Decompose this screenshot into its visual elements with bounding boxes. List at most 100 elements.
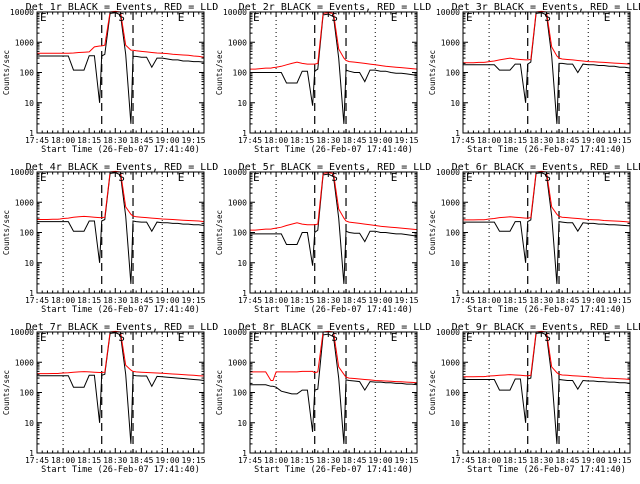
x-tick-label: 19:00 (368, 136, 392, 145)
x-tick-label: 18:15 (503, 136, 527, 145)
chart-title: Det 3r BLACK = Events, RED = LLD (452, 2, 640, 13)
y-tick-label: 10 (24, 419, 34, 428)
region-marker: E (178, 11, 185, 24)
region-marker: E (253, 331, 260, 344)
region-marker: S (331, 171, 338, 184)
region-marker: S (544, 11, 551, 24)
plot-frame (36, 171, 205, 294)
series-line-events (37, 12, 205, 124)
region-marker: E (391, 11, 398, 24)
x-tick-label: 19:15 (395, 136, 419, 145)
x-tick-label: 18:30 (529, 456, 553, 465)
y-tick-label: 100 (446, 69, 461, 78)
series-line-events (37, 332, 205, 444)
x-tick-label: 17:45 (25, 296, 49, 305)
y-tick-label: 100 (20, 69, 35, 78)
x-tick-label: 18:00 (264, 456, 288, 465)
series-line-events (250, 173, 418, 284)
region-marker: E (466, 11, 473, 24)
region-marker: E (604, 171, 611, 184)
x-tick-label: 18:00 (477, 136, 501, 145)
x-tick-label: 17:45 (451, 136, 475, 145)
x-tick-label: 17:45 (451, 296, 475, 305)
x-tick-label: 19:15 (182, 136, 206, 145)
y-tick-label: 100 (446, 229, 461, 238)
x-axis-label: Start Time (26-Feb-07 17:41:40) (41, 305, 200, 315)
y-tick-label: 100 (233, 229, 248, 238)
region-marker: E (604, 331, 611, 344)
x-tick-label: 18:15 (503, 456, 527, 465)
x-tick-label: 18:30 (316, 456, 340, 465)
x-tick-label: 19:15 (608, 456, 632, 465)
chart-panel-8: Det 8r BLACK = Events, RED = LLD 1 10 100 10… (215, 322, 431, 475)
region-marker: E (40, 11, 47, 24)
region-marker: E (253, 11, 260, 24)
y-tick-label: 1 (242, 129, 247, 138)
region-marker: E (466, 171, 473, 184)
x-tick-label: 19:15 (608, 296, 632, 305)
plot-frame (249, 171, 418, 294)
y-tick-label: 10 (450, 99, 460, 108)
y-tick-label: 1000 (15, 198, 34, 207)
x-tick-label: 18:45 (555, 456, 579, 465)
region-marker: E (40, 331, 47, 344)
y-tick-label: 1000 (441, 38, 460, 47)
chart-title: Det 4r BLACK = Events, RED = LLD (26, 162, 219, 173)
y-tick-label: 10 (24, 259, 34, 268)
x-tick-label: 19:00 (581, 136, 605, 145)
y-tick-label: 10 (237, 99, 247, 108)
y-tick-label: 1000 (228, 38, 247, 47)
x-tick-label: 18:15 (77, 456, 101, 465)
region-marker: S (331, 11, 338, 24)
x-tick-label: 17:45 (451, 456, 475, 465)
region-marker: S (544, 331, 551, 344)
region-marker: S (118, 171, 125, 184)
y-tick-label: 1000 (228, 198, 247, 207)
y-tick-label: 10 (237, 419, 247, 428)
x-tick-label: 18:00 (264, 296, 288, 305)
series-line-events (37, 172, 205, 284)
x-tick-label: 19:00 (155, 456, 179, 465)
x-tick-label: 18:30 (103, 296, 127, 305)
x-tick-label: 18:45 (342, 296, 366, 305)
x-tick-label: 18:00 (264, 136, 288, 145)
region-marker: S (118, 331, 125, 344)
chart-title: Det 5r BLACK = Events, RED = LLD (239, 162, 432, 173)
x-tick-label: 17:45 (238, 456, 262, 465)
x-tick-label: 18:45 (342, 136, 366, 145)
series-line-events (463, 332, 631, 444)
x-axis-label: Start Time (26-Feb-07 17:41:40) (41, 465, 200, 475)
x-tick-label: 18:00 (477, 456, 501, 465)
y-tick-label: 10 (24, 99, 34, 108)
chart-title: Det 1r BLACK = Events, RED = LLD (26, 2, 219, 13)
plot-frame (462, 331, 631, 454)
region-marker: E (253, 171, 260, 184)
x-tick-label: 17:45 (25, 456, 49, 465)
y-tick-label: 10000 (10, 168, 34, 177)
region-marker: E (391, 331, 398, 344)
chart-panel-4: Det 4r BLACK = Events, RED = LLD 1 10 100 10… (2, 162, 218, 315)
x-tick-label: 19:00 (155, 296, 179, 305)
x-tick-label: 19:00 (155, 136, 179, 145)
x-axis-label: Start Time (26-Feb-07 17:41:40) (467, 465, 626, 475)
y-tick-label: 100 (20, 389, 35, 398)
x-tick-label: 18:30 (529, 296, 553, 305)
y-tick-label: 10000 (223, 168, 247, 177)
chart-panel-1: Det 1r BLACK = Events, RED = LLD 1 10 100 10… (2, 2, 218, 155)
x-tick-label: 18:00 (51, 136, 75, 145)
plot-frame (36, 331, 205, 454)
series-line-events (250, 13, 418, 124)
plot-frame (36, 11, 205, 134)
x-axis-label: Start Time (26-Feb-07 17:41:40) (41, 145, 200, 155)
region-marker: S (544, 171, 551, 184)
x-axis-label: Start Time (26-Feb-07 17:41:40) (467, 305, 626, 315)
y-tick-label: 10000 (436, 168, 460, 177)
y-axis-label: Counts/sec (428, 50, 437, 95)
x-tick-label: 19:15 (182, 296, 206, 305)
region-marker: E (391, 171, 398, 184)
y-tick-label: 10000 (436, 328, 460, 337)
x-tick-label: 19:00 (368, 296, 392, 305)
x-tick-label: 18:45 (129, 456, 153, 465)
chart-panel-6: Det 6r BLACK = Events, RED = LLD 1 10 100 10… (428, 162, 640, 315)
y-axis-label: Counts/sec (2, 210, 11, 255)
